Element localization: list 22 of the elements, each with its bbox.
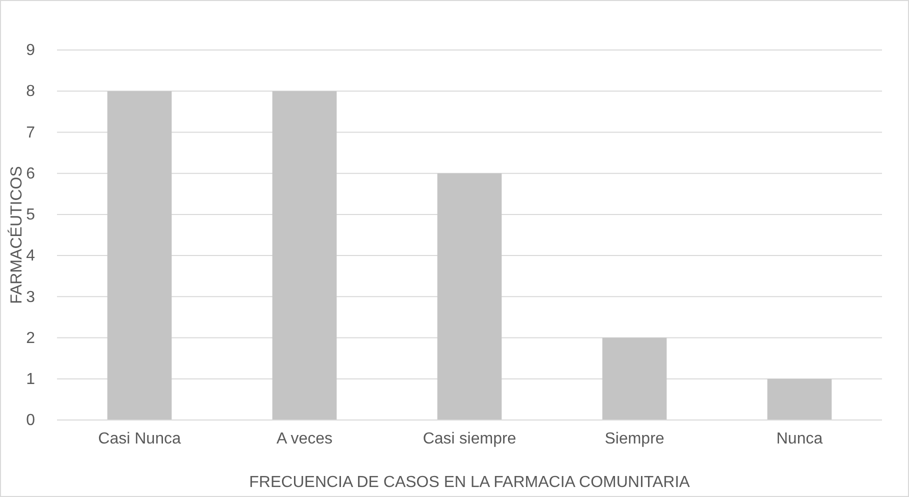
y-tick-label: 8 xyxy=(26,83,36,100)
y-tick-label: 0 xyxy=(26,412,36,430)
x-axis-title: FRECUENCIA DE CASOS EN LA FARMACIA COMUNITARIA xyxy=(249,474,690,491)
y-tick-label: 3 xyxy=(26,288,36,306)
y-tick-label: 2 xyxy=(26,330,36,347)
bar xyxy=(272,91,337,420)
y-tick-label: 6 xyxy=(26,165,36,182)
y-tick-label: 7 xyxy=(26,124,36,142)
x-tick-label: A veces xyxy=(276,430,333,448)
bar xyxy=(767,378,832,420)
bar xyxy=(107,91,172,420)
y-tick-label: 4 xyxy=(26,248,36,265)
y-axis-title: FARMACÉUTICOS xyxy=(8,166,26,304)
x-tick-label: Siempre xyxy=(604,430,664,448)
x-tick-label: Nunca xyxy=(776,430,823,448)
y-tick-label: 5 xyxy=(26,206,36,224)
bar xyxy=(437,173,502,420)
y-tick-label: 1 xyxy=(26,371,36,388)
bar xyxy=(602,338,667,420)
x-tick-label: Casi Nunca xyxy=(98,430,181,448)
y-tick-label: 9 xyxy=(26,42,36,60)
x-tick-label: Casi siempre xyxy=(422,430,516,448)
